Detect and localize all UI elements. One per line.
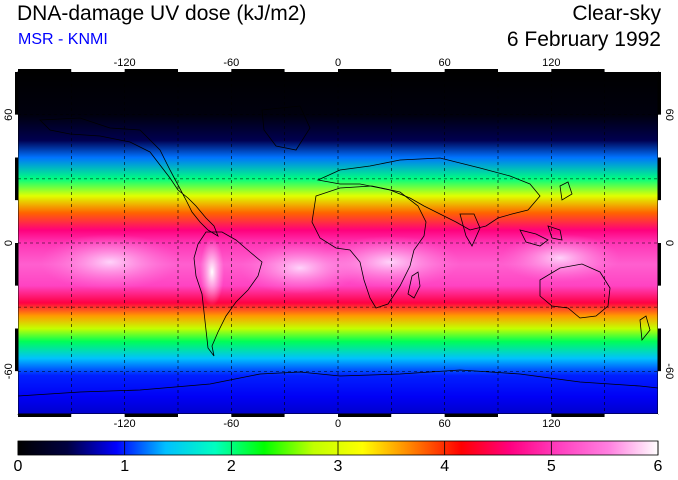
map-title: DNA-damage UV dose (kJ/m2)	[17, 2, 307, 25]
frame-tick	[178, 69, 232, 72]
longitude-label: -120	[114, 418, 136, 430]
frame-tick	[444, 69, 498, 72]
latitude-label: -60	[663, 363, 675, 379]
frame-tick	[178, 414, 232, 417]
frame-tick	[71, 414, 125, 417]
colorbar-label: 3	[333, 458, 343, 475]
frame-tick	[658, 328, 661, 372]
frame-tick	[391, 69, 445, 72]
frame-tick	[231, 414, 285, 417]
longitude-label: 0	[335, 418, 341, 430]
frame-tick	[124, 69, 178, 72]
frame-tick	[284, 69, 338, 72]
frame-tick	[18, 69, 72, 72]
frame-tick	[658, 114, 661, 158]
colorbar-label: 6	[653, 458, 663, 475]
colorbar-ticks	[17, 441, 659, 455]
coastlines	[18, 105, 658, 397]
frame-tick	[124, 414, 178, 417]
longitude-label: 60	[439, 57, 451, 69]
latitude-labels-right: 60 0 -60	[663, 109, 675, 380]
frame-tick	[15, 371, 18, 414]
frame-tick	[604, 414, 658, 417]
frame-tick	[338, 414, 392, 417]
frame-tick	[658, 285, 661, 329]
frame-tick	[15, 285, 18, 329]
latitude-label: 0	[3, 240, 15, 246]
longitude-label: 120	[542, 418, 560, 430]
frame-tick	[551, 414, 605, 417]
longitude-label: -60	[223, 418, 239, 430]
frame-tick	[658, 200, 661, 243]
frame-tick	[658, 72, 661, 115]
frame-tick	[604, 69, 658, 72]
latitude-label: 0	[663, 240, 675, 246]
frame-tick	[284, 414, 338, 417]
frame-tick	[444, 414, 498, 417]
colorbar-label: 5	[546, 458, 556, 475]
frame-tick	[551, 69, 605, 72]
frame-tick	[15, 200, 18, 243]
map-source: MSR - KNMI	[18, 31, 108, 48]
frame-tick	[15, 72, 18, 115]
frame-tick	[498, 414, 552, 417]
longitude-label: 120	[542, 57, 560, 69]
colorbar-label: 0	[13, 458, 23, 475]
frame-tick	[658, 371, 661, 414]
longitude-label: 0	[335, 57, 341, 69]
longitude-labels-bottom: -120 -60 0 60 120	[114, 418, 561, 430]
frame-tick	[231, 69, 285, 72]
frame-tick	[658, 243, 661, 286]
frame-tick	[15, 114, 18, 158]
frame-tick	[391, 414, 445, 417]
latitude-labels-left: 60 0 -60	[3, 109, 15, 380]
frame-tick	[338, 69, 392, 72]
frame-tick	[658, 157, 661, 201]
latitude-label: 60	[663, 109, 675, 121]
frame-tick	[71, 69, 125, 72]
longitude-label: 60	[439, 418, 451, 430]
frame-tick	[15, 157, 18, 201]
longitude-label: -120	[114, 57, 136, 69]
sky-condition: Clear-sky	[572, 2, 661, 25]
colorbar-label: 1	[120, 458, 130, 475]
colorbar-label: 2	[226, 458, 236, 475]
frame-ticks	[15, 69, 661, 417]
latitude-label: 60	[3, 109, 15, 121]
map-date: 6 February 1992	[506, 28, 661, 51]
frame-tick	[15, 328, 18, 372]
graticule	[18, 72, 658, 414]
frame-tick	[498, 69, 552, 72]
longitude-label: -60	[223, 57, 239, 69]
frame-tick	[18, 414, 72, 417]
frame-tick	[15, 243, 18, 286]
latitude-label: -60	[3, 363, 15, 379]
colorbar-label: 4	[440, 458, 450, 475]
longitude-labels-top: -120 -60 0 60 120	[114, 57, 561, 69]
